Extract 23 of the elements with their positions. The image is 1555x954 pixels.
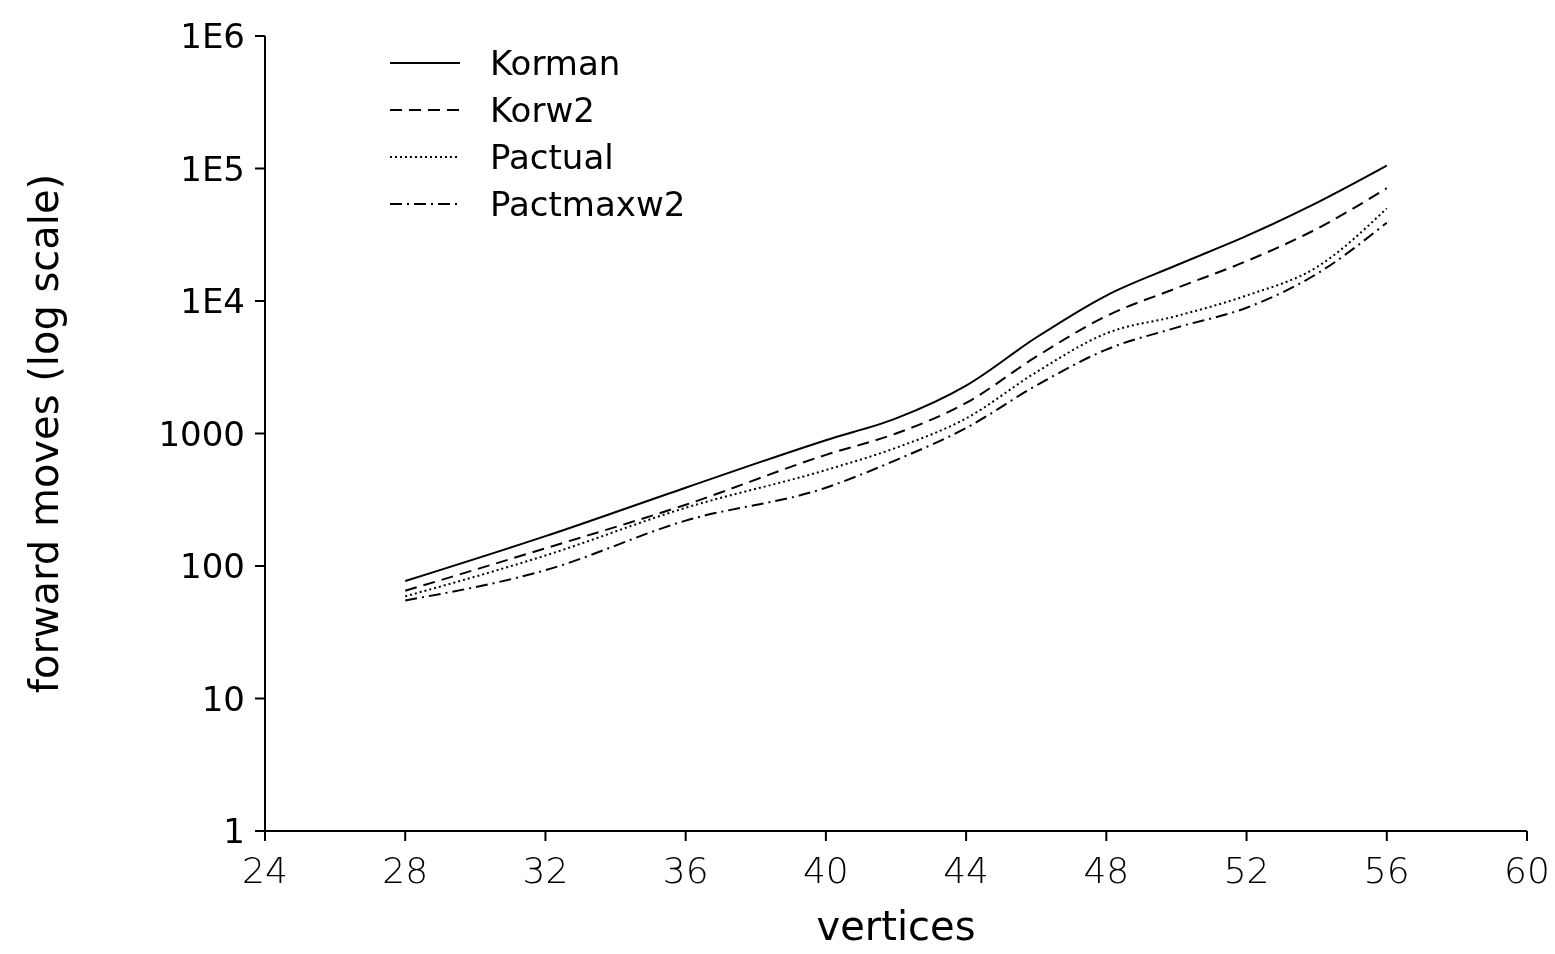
x-tick-label: 44 [943,850,990,891]
legend-label: Pactual [490,137,614,177]
x-tick-label: 48 [1083,850,1130,891]
y-tick-label: 1E6 [180,16,245,56]
x-tick-label: 40 [802,850,849,891]
y-tick-label: 10 [201,678,245,719]
x-axis-title: vertices [816,903,976,949]
y-tick-label: 1E5 [180,148,245,189]
y-axis-title: forward moves (log scale) [21,173,67,694]
x-tick-label: 32 [522,850,569,891]
y-tick-label: 1000 [158,413,245,454]
x-tick-label: 36 [662,850,709,891]
x-tick-label: 60 [1504,850,1550,891]
y-tick-label: 1E4 [180,281,245,321]
y-tick-label: 1 [223,811,245,851]
legend-label: Korw2 [490,90,595,130]
legend-label: Pactmaxw2 [490,184,686,224]
x-tick-label: 52 [1223,850,1270,891]
x-tick-label: 28 [382,850,429,891]
x-tick-label: 24 [242,850,288,891]
legend-label: Korman [490,43,621,83]
y-tick-label: 100 [180,546,245,586]
x-tick-label: 56 [1363,850,1410,891]
